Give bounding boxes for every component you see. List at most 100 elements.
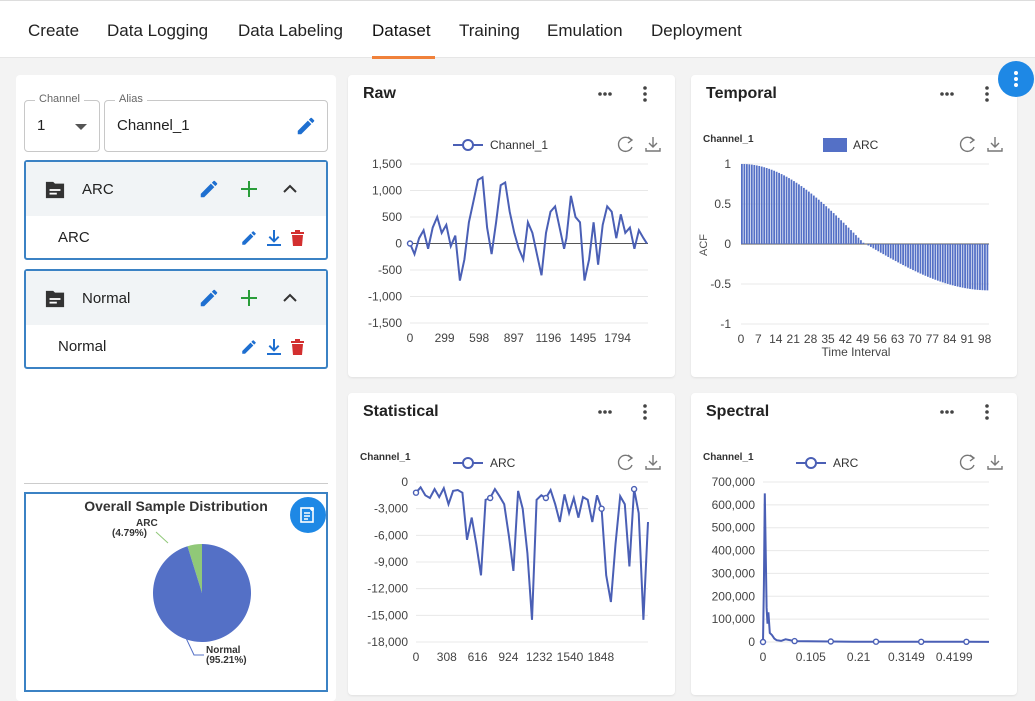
series-point: [412, 489, 420, 496]
acf-bar: [820, 201, 823, 244]
acf-bar: [862, 242, 865, 244]
edit-group-icon[interactable]: [198, 178, 220, 200]
download-glyph: [645, 455, 661, 470]
edit-group-icon[interactable]: [198, 287, 220, 309]
more-vert-dot: [985, 404, 989, 408]
download-glyph: [987, 137, 1003, 152]
download-icon[interactable]: [987, 455, 1003, 470]
top-nav: Create Data Logging Data Labeling Datase…: [0, 0, 1035, 59]
x-tick-label: 0: [760, 650, 767, 664]
more-horiz-icon: [598, 410, 612, 414]
pie-title: Overall Sample Distribution: [84, 498, 268, 514]
acf-bar: [805, 189, 808, 244]
refresh-icon[interactable]: [959, 136, 976, 153]
acf-bar: [981, 244, 984, 291]
acf-bar: [807, 191, 810, 244]
download-icon[interactable]: [266, 229, 282, 247]
y-tick-label: -9,000: [374, 555, 408, 569]
y-tick-label: 400,000: [712, 544, 756, 558]
series-point: [827, 638, 835, 645]
edit-item-icon[interactable]: [240, 338, 258, 356]
acf-bar: [882, 244, 885, 255]
x-tick-label: 1232: [526, 650, 553, 664]
alias-field[interactable]: Alias Channel_1: [104, 93, 328, 152]
more-horiz-dot: [608, 410, 612, 414]
acf-bar: [939, 244, 942, 282]
acf-bar: [936, 244, 939, 281]
spectral-title: Spectral: [706, 403, 770, 420]
more-vert-dot: [643, 92, 647, 96]
download-icon[interactable]: [987, 137, 1003, 152]
x-tick-label: 49: [856, 332, 870, 346]
acf-bar: [790, 179, 793, 244]
series-line: [409, 175, 648, 281]
more-vert-icon[interactable]: [643, 86, 647, 102]
edit-item-icon[interactable]: [240, 229, 258, 247]
tab-training[interactable]: Training: [459, 21, 520, 40]
more-vert-dot: [643, 416, 647, 420]
acf-bar: [969, 244, 971, 289]
x-tick-label: 1848: [587, 650, 614, 664]
x-axis-label: Time Interval: [822, 345, 891, 359]
tab-dataset[interactable]: Dataset: [372, 21, 431, 40]
divider: [24, 483, 328, 484]
group-arc-header[interactable]: ARC: [26, 162, 326, 216]
tab-emulation[interactable]: Emulation: [547, 21, 623, 40]
legend-marker: [462, 457, 474, 469]
more-vert-icon[interactable]: [643, 404, 647, 420]
channel-label: Channel: [35, 93, 84, 105]
delete-icon[interactable]: [290, 338, 305, 356]
more-vert-icon: [1014, 71, 1018, 87]
pie-label-normal: Normal: [206, 645, 241, 656]
more-horiz-dot: [950, 92, 954, 96]
x-tick-label: 0.105: [796, 650, 826, 664]
refresh-arc: [617, 136, 633, 153]
add-icon[interactable]: [240, 180, 258, 198]
chevron-up-icon[interactable]: [282, 291, 298, 303]
acf-bar: [927, 244, 929, 277]
x-tick-label: 56: [874, 332, 888, 346]
y-tick-label: 200,000: [712, 589, 756, 603]
series-point: [759, 638, 767, 646]
group-normal-header[interactable]: Normal: [26, 271, 326, 325]
series-line: [415, 485, 649, 620]
report-button[interactable]: [290, 497, 326, 533]
download-icon[interactable]: [645, 455, 661, 470]
refresh-icon[interactable]: [617, 454, 634, 471]
acf-bar: [904, 244, 907, 267]
more-options-fab[interactable]: [998, 61, 1034, 97]
tab-deployment[interactable]: Deployment: [651, 21, 742, 40]
acf-bar: [917, 244, 919, 273]
more-vert-icon[interactable]: [985, 86, 989, 102]
x-tick-label: 598: [469, 331, 489, 345]
acf-bar: [783, 175, 785, 244]
refresh-arc: [959, 136, 975, 153]
more-vert-icon[interactable]: [985, 404, 989, 420]
download-icon[interactable]: [266, 338, 282, 356]
y-tick-label: 500: [382, 210, 402, 224]
group-normal: Normal Normal: [24, 269, 328, 369]
chevron-up-icon[interactable]: [282, 182, 298, 194]
x-tick-label: 1794: [604, 331, 631, 345]
more-vert-dot: [985, 92, 989, 96]
temporal-card: Temporal ARC Channel_1 1 0.5 0 -0.5 -1 0 7 14 21 28…: [691, 75, 1017, 377]
refresh-icon[interactable]: [959, 454, 976, 471]
more-vert-dot: [985, 98, 989, 102]
delete-icon[interactable]: [290, 229, 305, 247]
tab-data-logging[interactable]: Data Logging: [107, 21, 209, 40]
acf-bar: [803, 187, 805, 244]
x-tick-label: 77: [926, 332, 940, 346]
refresh-arc: [617, 454, 633, 471]
channel-select[interactable]: Channel 1: [24, 93, 100, 152]
spectral-chart: ARC Channel_1 700,000 600,000 500,000 400,000…: [703, 404, 1003, 664]
acf-bar: [753, 165, 756, 244]
download-icon[interactable]: [645, 137, 661, 152]
y-tick-label: -18,000: [367, 635, 408, 649]
edit-alias-icon[interactable]: [295, 115, 317, 137]
acf-bar: [748, 164, 751, 244]
tab-create[interactable]: Create: [28, 21, 80, 40]
refresh-icon[interactable]: [617, 136, 634, 153]
acf-bar: [840, 220, 842, 244]
tab-data-labeling[interactable]: Data Labeling: [238, 21, 343, 40]
add-icon[interactable]: [240, 289, 258, 307]
